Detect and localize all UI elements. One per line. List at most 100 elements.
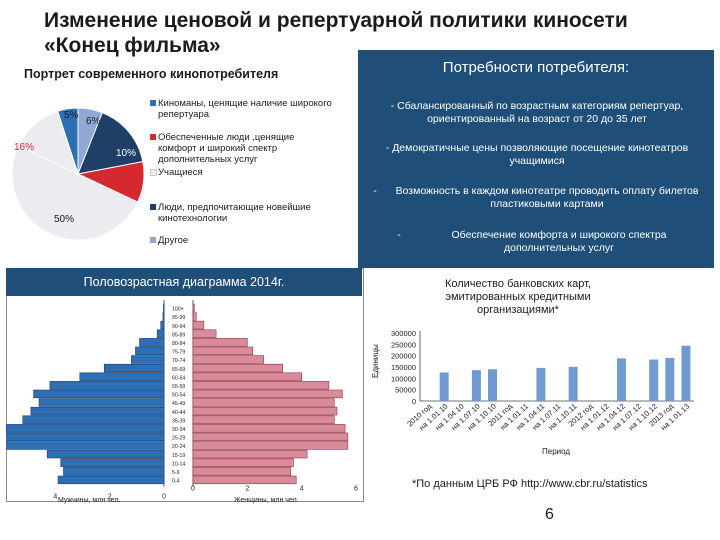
pyramid-bar-men	[38, 398, 165, 407]
need-dash-3: -	[373, 185, 377, 197]
legend-swatch	[150, 237, 156, 243]
pyramid-bar-men	[131, 355, 165, 364]
pie-legend-wealthy: Обеспеченные люди ,ценящие комфорт и шир…	[150, 132, 333, 165]
pyramid-age-label: 95-99	[172, 315, 185, 321]
bank-y-tick: 0	[412, 397, 416, 406]
pyramid-age-label: 50-54	[172, 393, 185, 399]
women-tick-label: 4	[300, 486, 304, 493]
legend-swatch	[150, 169, 157, 176]
bank-y-tick: 300000	[391, 329, 416, 338]
pyramid-age-label: 80-84	[172, 341, 185, 347]
pyramid-age-label: 25-29	[172, 436, 185, 442]
pie-label-6: 6%	[86, 116, 101, 127]
slide-title: Изменение ценовой и репертуарной политик…	[44, 9, 628, 57]
pyramid-bar-men	[33, 389, 165, 399]
legend-text: Учащиеся	[158, 167, 203, 178]
pie-slice	[11, 145, 139, 241]
pyramid-age-label: 90-94	[172, 324, 185, 330]
pie-legend-tech: Люди, предпочитающие новейшие кинотехнол…	[150, 202, 358, 224]
women-tick-label: 6	[354, 486, 358, 493]
needs-title: Потребности потребителя:	[442, 59, 630, 76]
pyramid-bar-women	[192, 303, 195, 313]
women-tick-label: 2	[245, 486, 249, 493]
pyramid-bar-men	[160, 320, 165, 330]
portrait-subtitle: Портрет современного кинопотребителя	[24, 67, 279, 81]
pyramid-bar-women	[192, 467, 292, 476]
legend-text: Другое	[158, 235, 189, 246]
bank-cards-title: Количество банковских карт, эмитированны…	[444, 278, 592, 316]
pyramid-bar-men	[30, 406, 165, 416]
pyramid-bar-men	[79, 372, 165, 381]
consumer-needs-panel: Потребности потребителя: - Сбалансирован…	[358, 50, 714, 268]
pyramid-bar-women	[192, 449, 308, 459]
population-pyramid-chart: 100+ 95-99 90-94 85-89 80-84 75-79 70-74 65-69 6…	[6, 300, 358, 504]
bank-bar	[536, 367, 546, 401]
pyramid-bar-women	[192, 406, 338, 416]
legend-text: Киноманы, ценящие наличие широкого репер…	[158, 98, 332, 120]
pie-label-10: 10%	[116, 148, 136, 159]
women-tick-label: 0	[191, 486, 195, 493]
pyramid-bar-men	[60, 458, 165, 467]
men-tick-label: 0	[162, 494, 166, 501]
need-card-payment: Возможность в каждом кинотеатре проводит…	[395, 185, 699, 210]
bank-x-axis-label: Период	[542, 447, 570, 456]
pyramid-bar-women	[192, 329, 217, 338]
pyramid-age-label: 65-69	[172, 367, 185, 373]
pyramid-bar-men	[135, 346, 165, 356]
bank-bar	[649, 359, 659, 401]
bank-y-tick: 200000	[391, 352, 416, 361]
pyramid-bar-women	[192, 346, 254, 356]
need-comfort: Обеспечение комфорта и широкого спектра …	[451, 229, 667, 254]
legend-text: Люди, предпочитающие новейшие кинотехнол…	[158, 202, 311, 224]
bank-bar	[471, 370, 481, 401]
pyramid-age-label: 10-14	[172, 461, 185, 467]
bank-y-tick: 150000	[391, 363, 416, 372]
legend-swatch	[150, 204, 156, 210]
bank-bar	[681, 345, 691, 401]
pyramid-bar-men	[163, 303, 165, 313]
pyramid-bar-women	[192, 389, 343, 399]
pyramid-age-label: 20-24	[172, 444, 185, 450]
pyramid-age-label: 100+	[172, 307, 184, 313]
pyramid-bar-men	[22, 415, 165, 424]
legend-text: Обеспеченные люди ,ценящие комфорт и шир…	[158, 132, 295, 165]
pyramid-age-label: 85-89	[172, 332, 185, 338]
page-number: 6	[545, 506, 554, 523]
pyramid-bar-men	[6, 424, 165, 433]
men-axis-label: Мужчины, млн чел.	[58, 497, 121, 504]
pie-legend-other: Другое	[150, 235, 333, 246]
legend-swatch	[150, 100, 156, 106]
bank-cards-chart: 3000002500002000001500001000005000002010…	[371, 329, 694, 456]
pyramid-age-label: 45-49	[172, 401, 185, 407]
pie-label-50: 50%	[54, 214, 74, 225]
pyramid-bar-women	[192, 355, 264, 364]
pyramid-age-label: 60-64	[172, 375, 185, 381]
men-tick-label: 2	[108, 494, 112, 501]
legend-swatch	[150, 134, 156, 140]
pyramid-age-label: 15-19	[172, 453, 185, 459]
bank-bar	[616, 358, 626, 401]
pyramid-bar-women	[192, 320, 205, 330]
pyramid-bar-women	[192, 312, 197, 321]
bank-bar	[488, 369, 498, 401]
pyramid-age-label: 75-79	[172, 350, 185, 356]
pie-legend-cinephiles: Киноманы, ценящие наличие широкого репер…	[150, 98, 333, 120]
bank-bar	[665, 357, 675, 401]
pyramid-age-label: 35-39	[172, 418, 185, 424]
bank-bar	[439, 372, 449, 401]
pyramid-bar-men	[49, 381, 165, 390]
pyramid-age-label: 40-44	[172, 410, 185, 416]
pie-legend-students: Учащиеся	[150, 167, 333, 178]
pyramid-bar-women	[192, 415, 335, 424]
pyramid-bar-men	[6, 441, 165, 450]
pyramid-bar-men	[103, 363, 165, 373]
bank-y-tick: 50000	[395, 386, 416, 395]
pie-label-16: 16%	[14, 142, 34, 153]
need-prices: - Демократичные цены позволяющие посещен…	[385, 142, 689, 167]
bank-bar	[568, 366, 578, 401]
consumer-pie-chart: 5% 6% 16% 10% 50%	[11, 107, 145, 241]
pyramid-bar-men	[46, 449, 165, 459]
data-source-note: *По данным ЦРБ РФ http://www.cbr.ru/stat…	[412, 478, 648, 490]
pyramid-bar-men	[162, 312, 165, 321]
pyramid-bar-women	[192, 441, 349, 450]
